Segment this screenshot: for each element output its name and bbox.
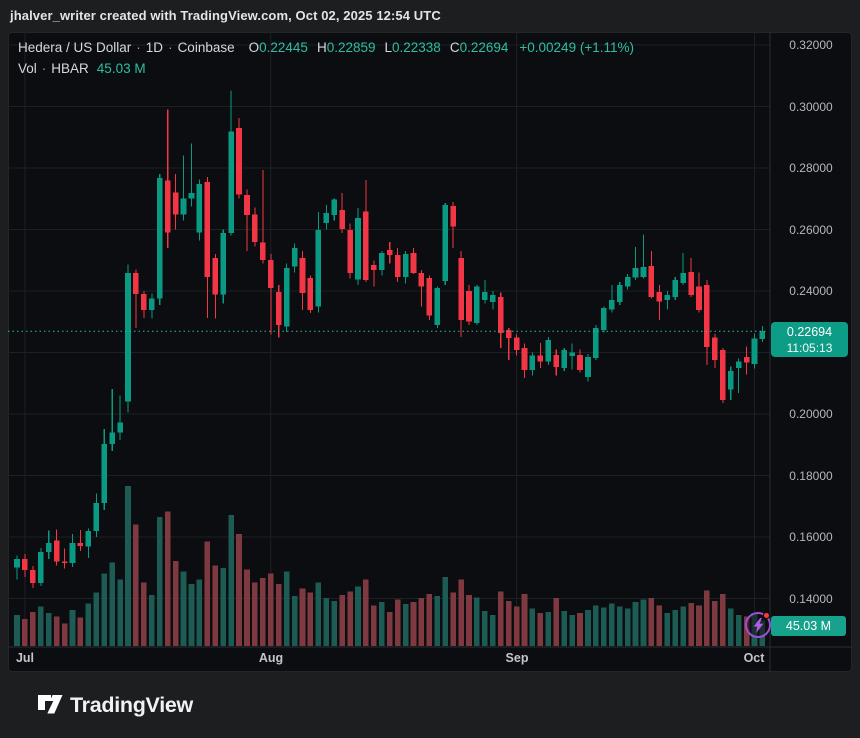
- notification-dot: [763, 612, 770, 619]
- time-axis-label: Jul: [15, 651, 35, 665]
- time-axis-label: Oct: [743, 651, 765, 665]
- lightning-boost-icon[interactable]: [745, 612, 771, 638]
- last-price-value: 0.22694: [786, 324, 833, 339]
- price-tick-label: 0.20000: [789, 407, 833, 421]
- bar-close-countdown: 11:05:13: [786, 340, 833, 355]
- price-tick-label: 0.14000: [789, 592, 833, 606]
- price-tick-label: 0.30000: [789, 100, 833, 114]
- price-tick-label: 0.16000: [789, 530, 833, 544]
- time-axis-label: Sep: [505, 651, 529, 665]
- price-tick-label: 0.18000: [789, 469, 833, 483]
- candlestick-chart[interactable]: [8, 32, 852, 672]
- price-tick-label: 0.32000: [789, 38, 833, 52]
- volume-badge: 45.03 M: [771, 616, 846, 636]
- price-tick-label: 0.28000: [789, 161, 833, 175]
- price-tick-label: 0.26000: [789, 223, 833, 237]
- lightning-bolt-icon: [753, 617, 763, 633]
- attribution-banner: jhalver_writer created with TradingView.…: [0, 0, 860, 31]
- price-tick-label: 0.24000: [789, 284, 833, 298]
- tradingview-logo-text: TradingView: [70, 692, 193, 717]
- tradingview-logo[interactable]: TradingView: [38, 690, 193, 720]
- tradingview-logo-icon: [38, 694, 63, 713]
- time-axis-label: Aug: [258, 651, 284, 665]
- attribution-text: jhalver_writer created with TradingView.…: [10, 8, 441, 23]
- last-price-badge: 0.22694 11:05:13: [771, 322, 848, 357]
